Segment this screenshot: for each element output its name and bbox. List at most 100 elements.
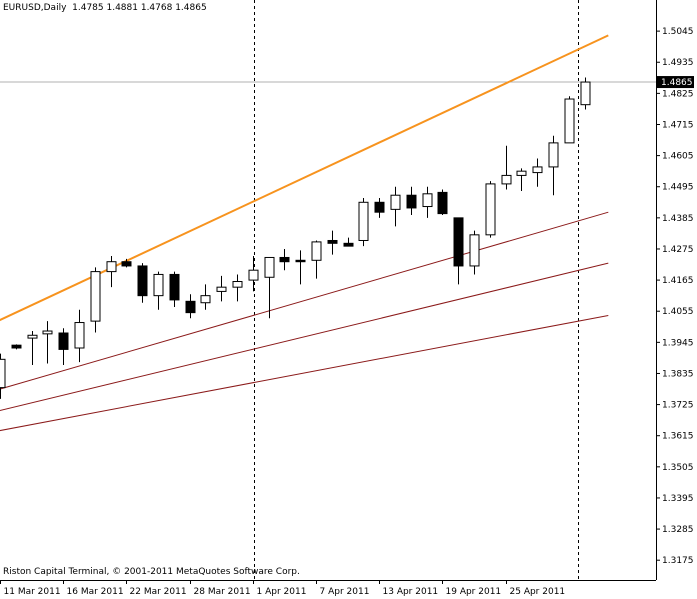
candle-body [516,170,527,176]
chart-header: EURUSD,Daily 1.4785 1.4881 1.4768 1.4865 [3,3,207,13]
candle-body [248,269,259,281]
candle-body [106,261,117,273]
candle [437,189,448,216]
candle [358,198,369,247]
candle [232,274,243,302]
current-price-box [657,76,694,89]
x-tick-label: 7 Apr 2011 [320,587,370,597]
candle-body [185,300,196,314]
copyright-footer: Riston Capital Terminal, © 2001-2011 Met… [3,567,300,577]
candle [453,217,464,285]
y-tick-label: 1.4275 [662,245,694,255]
x-tick-label: 19 Apr 2011 [446,587,502,597]
x-tick-label: 1 Apr 2011 [257,587,307,597]
y-tick-label: 1.5045 [662,27,694,37]
y-tick-label: 1.4495 [662,183,694,193]
x-tick-label: 28 Mar 2011 [194,587,251,597]
candle [185,294,196,319]
candle [327,230,338,255]
trendline-channel-3 [0,314,609,432]
candle [343,237,354,247]
y-tick-label: 1.3725 [662,401,694,411]
candle [580,77,591,110]
candle-body [279,256,290,263]
candle-body [264,256,275,278]
candle [548,135,559,196]
candle-body [327,239,338,244]
candle-body [232,281,243,288]
candle [11,344,22,350]
candle-body [406,194,417,209]
candle-body [11,344,22,349]
candle-body [42,330,53,335]
candle [42,321,53,364]
candle-body [137,265,148,297]
candle [248,256,259,292]
trendline-channel-2 [0,262,609,412]
candle [27,331,38,365]
current-price-tag: 1.4865 [657,76,694,89]
y-tick-label: 1.3175 [662,556,694,566]
candle-body [422,193,433,208]
candle [0,353,6,399]
candle-body [532,166,543,174]
y-tick-label: 1.4165 [662,276,694,286]
candle-body [58,332,69,350]
candle-body [343,242,354,247]
ohlc-label: 1.4785 1.4881 1.4768 1.4865 [72,3,207,13]
candle-body [453,217,464,267]
candle-body [437,191,448,215]
candle [390,186,401,227]
y-tick-label: 1.3835 [662,369,694,379]
x-tick-label: 25 Apr 2011 [510,587,566,597]
candle [469,230,480,275]
candle [153,271,164,310]
candle [200,284,211,310]
y-tick-label: 1.4825 [662,89,694,99]
candle [406,186,417,216]
candle [121,258,132,268]
candle-body [200,295,211,304]
y-tick-label: 1.3395 [662,494,694,504]
candle [532,158,543,187]
y-tick-label: 1.3505 [662,463,694,473]
y-tick-label: 1.4605 [662,152,694,162]
candle-body [169,273,180,301]
y-tick-label: 1.4935 [662,58,694,68]
candle-body [501,174,512,185]
x-tick-label: 13 Apr 2011 [383,587,439,597]
plot-area [0,0,656,580]
candle-body [74,322,85,349]
candle-body [295,259,306,263]
candle-body [548,142,559,168]
candle [501,145,512,190]
x-tick-label: 22 Mar 2011 [130,587,187,597]
y-tick-label: 1.4715 [662,120,694,130]
candle [564,96,575,144]
candle [485,181,496,238]
candle-body [216,286,227,292]
candle-body [311,241,322,261]
candle [311,240,322,279]
candle [58,328,69,365]
candle [216,275,227,302]
candle-body [90,271,101,322]
candle-body [0,358,6,389]
candle-body [564,98,575,144]
candle [169,271,180,307]
candle-body [485,183,496,236]
y-tick-label: 1.3945 [662,338,694,348]
x-tick-label: 11 Mar 2011 [4,587,61,597]
candle [90,267,101,333]
candle-body [153,273,164,297]
trendline-channel-1 [0,211,609,390]
candle [516,168,527,191]
candle-body [27,334,38,339]
candle [137,263,148,303]
candle-body [469,234,480,267]
candle [374,198,385,218]
candle-body [121,261,132,267]
y-tick-label: 1.3615 [662,432,694,442]
